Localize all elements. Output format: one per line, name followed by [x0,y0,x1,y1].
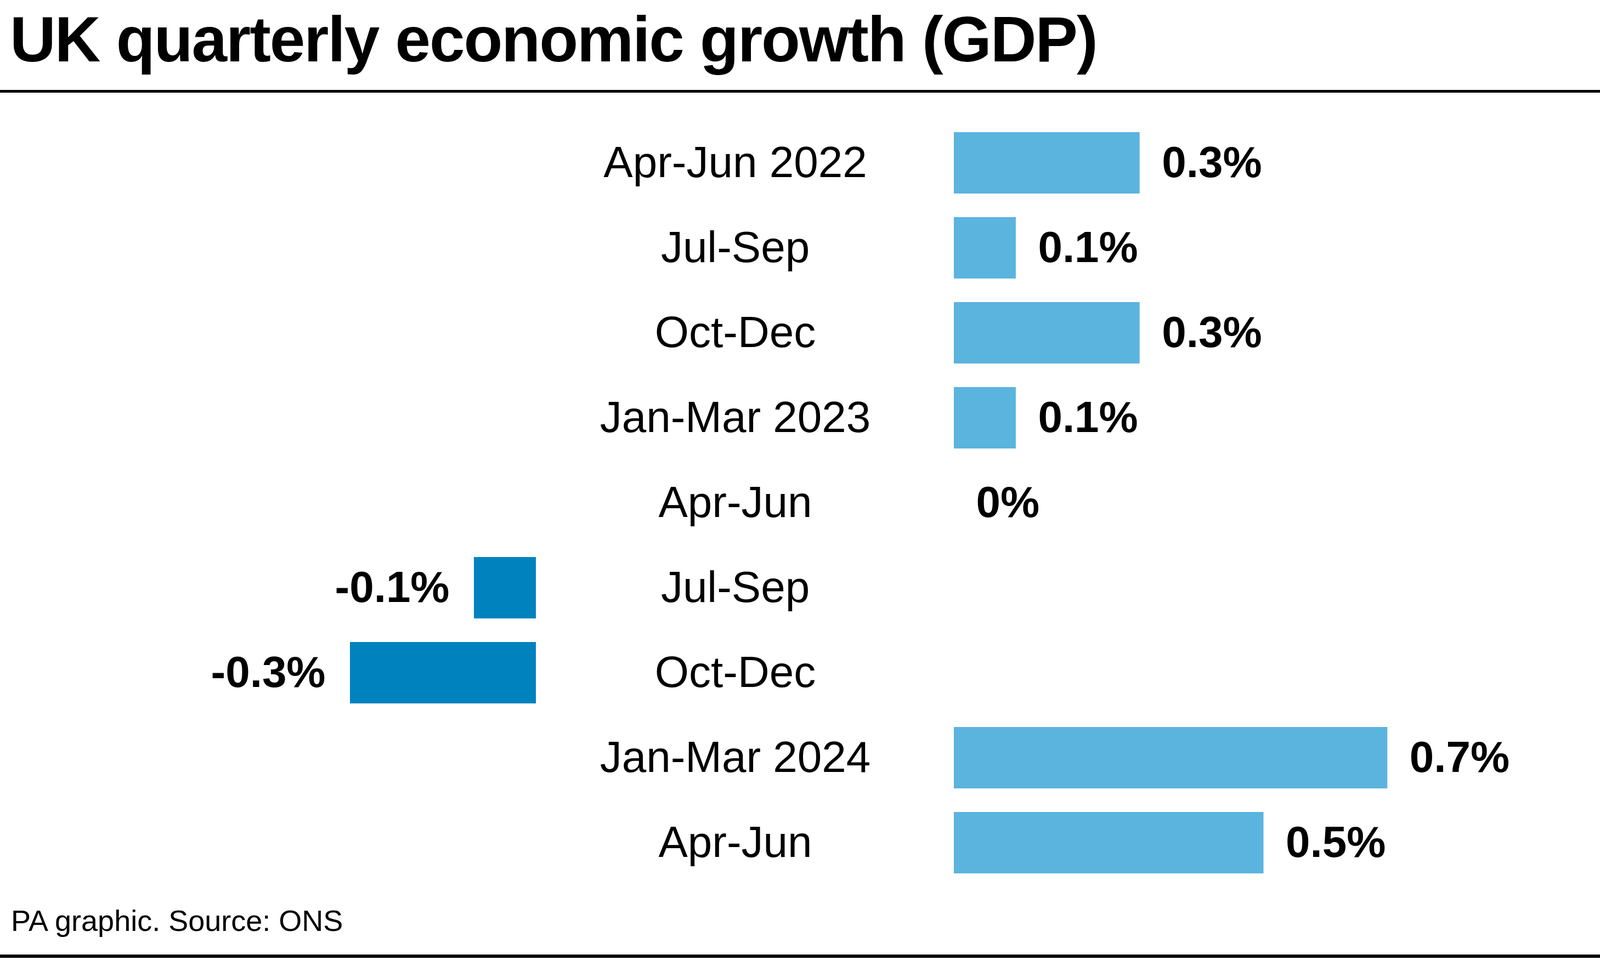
svg-text:Oct-Dec: Oct-Dec [654,647,816,697]
svg-text:0.1%: 0.1% [1037,222,1138,272]
svg-text:Jul-Sep: Jul-Sep [660,562,810,612]
svg-text:0.7%: 0.7% [1409,732,1510,782]
svg-text:-0.1%: -0.1% [335,562,450,612]
svg-text:Apr-Jun 2022: Apr-Jun 2022 [603,137,867,187]
svg-text:0.3%: 0.3% [1161,137,1262,187]
svg-text:Apr-Jun: Apr-Jun [658,817,812,867]
svg-text:-0.3%: -0.3% [211,647,326,697]
html-text:PA graphic. Source: ONS: PA graphic. Source: ONS [10,904,343,938]
svg-text:Jan-Mar 2024: Jan-Mar 2024 [600,732,872,782]
svg-text:0%: 0% [976,477,1040,527]
svg-text:Jan-Mar 2023: Jan-Mar 2023 [600,392,872,442]
svg-text:Oct-Dec: Oct-Dec [654,307,816,357]
svg-text:0.1%: 0.1% [1037,392,1138,442]
svg-text:Jul-Sep: Jul-Sep [660,222,810,272]
svg-text:Apr-Jun: Apr-Jun [658,477,812,527]
svg-text:0.3%: 0.3% [1161,307,1262,357]
svg-text:0.5%: 0.5% [1285,817,1386,867]
html-text:UK quarterly economic growth (: UK quarterly economic growth (GDP) [9,3,1097,76]
